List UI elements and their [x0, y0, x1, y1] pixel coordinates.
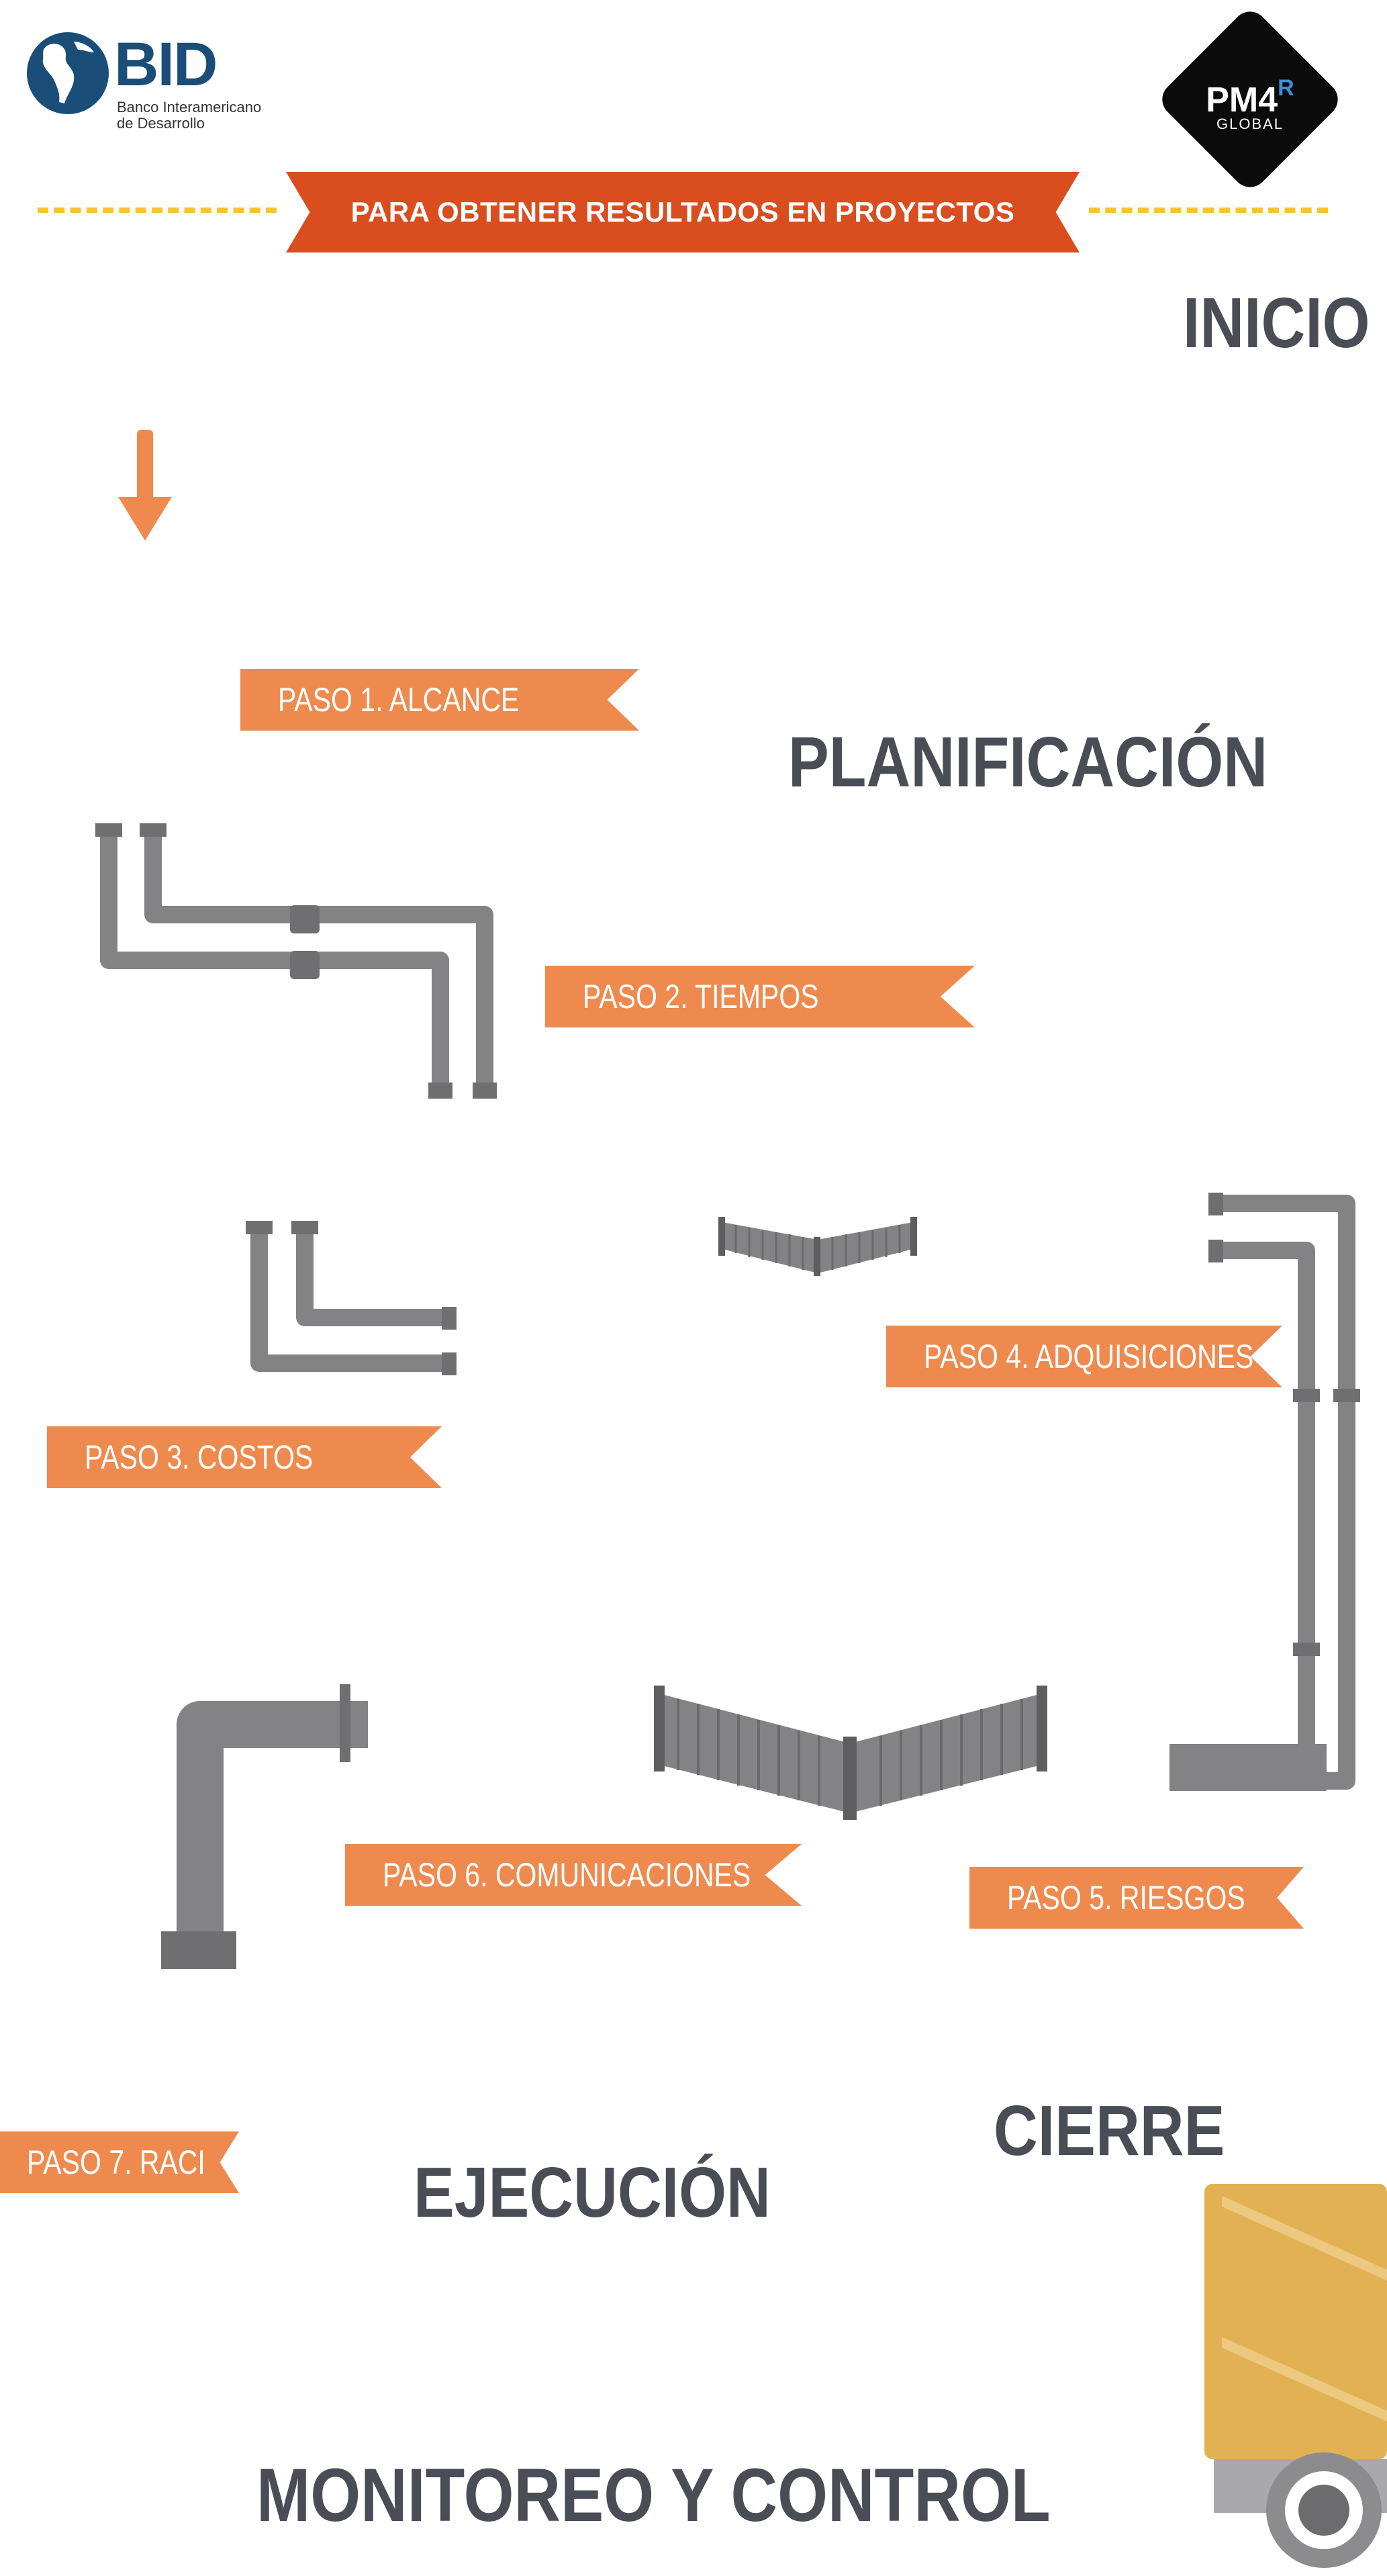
- corrugated-pipe-small: [718, 1217, 917, 1276]
- step-1-label: PASO 1. ALCANCE: [278, 681, 520, 719]
- corrugated-pipe-large: [654, 1686, 1047, 1820]
- pipe-b-inner: [296, 1229, 448, 1326]
- bid-subtitle: Banco Interamericano de Desarrollo: [117, 99, 278, 132]
- bid-subtitle-line1: Banco Interamericano: [117, 99, 262, 116]
- pm4r-main-text: PM4: [1206, 81, 1278, 120]
- pipe-c-inner: [1215, 1242, 1315, 1766]
- step-1-ribbon: PASO 1. ALCANCE: [240, 669, 639, 731]
- step-5-ribbon: PASO 5. RIESGOS: [969, 1867, 1304, 1929]
- cap: [246, 1221, 273, 1234]
- cap: [1208, 1193, 1223, 1215]
- cap: [442, 1307, 457, 1330]
- pm4r-logo: PM4R GLOBAL: [1155, 4, 1345, 195]
- pipe-a-outer: [100, 833, 449, 1095]
- step-7-label: PASO 7. RACI: [27, 2144, 205, 2181]
- pipe-b-outer: [250, 1229, 448, 1372]
- cap: [95, 823, 122, 837]
- pm4r-main: PM4R: [1157, 77, 1343, 118]
- pm4r-global: GLOBAL: [1216, 116, 1284, 132]
- coupling: [290, 951, 320, 979]
- phase-planificacion: PLANIFICACIÓN: [788, 723, 1268, 802]
- banner-title: PARA OBTENER RESULTADOS EN PROYECTOS: [350, 196, 1015, 228]
- pipe-c-outer: [1215, 1195, 1355, 1790]
- step-6-ribbon: PASO 6. COMUNICACIONES: [345, 1844, 802, 1906]
- bid-subtitle-line2: de Desarrollo: [117, 115, 205, 132]
- coupling: [1333, 1389, 1360, 1402]
- cap: [428, 1083, 452, 1099]
- top-banner: PARA OBTENER RESULTADOS EN PROYECTOS: [286, 172, 1080, 252]
- step-6-label: PASO 6. COMUNICACIONES: [383, 1856, 751, 1894]
- cap: [291, 1221, 318, 1234]
- step-3-label: PASO 3. COSTOS: [85, 1438, 314, 1476]
- step-7-ribbon: PASO 7. RACI: [0, 2131, 239, 2193]
- step-2-ribbon: PASO 2. TIEMPOS: [545, 966, 975, 1027]
- truck-icon: [1204, 2184, 1387, 2568]
- bid-logo: BID Banco Interamericano de Desarrollo: [27, 27, 309, 141]
- step-2-label: PASO 2. TIEMPOS: [583, 978, 819, 1015]
- cap: [442, 1352, 457, 1375]
- banner-dash-right: [1089, 208, 1328, 213]
- step-4-label: PASO 4. ADQUISICIONES: [924, 1338, 1254, 1375]
- pipe-d-big: [177, 1701, 368, 1934]
- coupling: [1293, 1389, 1320, 1402]
- down-arrow-icon: [118, 430, 172, 541]
- banner-dash-left: [38, 208, 277, 213]
- cap: [1208, 1240, 1223, 1262]
- pipe-base: [161, 1931, 236, 1969]
- phase-cierre: CIERRE: [994, 2091, 1225, 2170]
- step-3-ribbon: PASO 3. COSTOS: [47, 1426, 442, 1488]
- coupling: [290, 905, 320, 933]
- cap: [473, 1083, 497, 1099]
- phase-ejecucion: EJECUCIÓN: [414, 2153, 771, 2232]
- pm4r-superscript: R: [1278, 75, 1294, 101]
- cap: [140, 823, 166, 837]
- flange: [340, 1684, 350, 1762]
- step-5-label: PASO 5. RIESGOS: [1007, 1879, 1245, 1917]
- bid-wordmark: BID: [114, 30, 218, 99]
- phase-monitoreo-control: MONITOREO Y CONTROL: [256, 2453, 1051, 2537]
- step-4-ribbon: PASO 4. ADQUISICIONES: [886, 1326, 1282, 1387]
- phase-inicio: INICIO: [1183, 283, 1370, 363]
- globe-icon: [27, 32, 109, 114]
- coupling: [1293, 1643, 1320, 1656]
